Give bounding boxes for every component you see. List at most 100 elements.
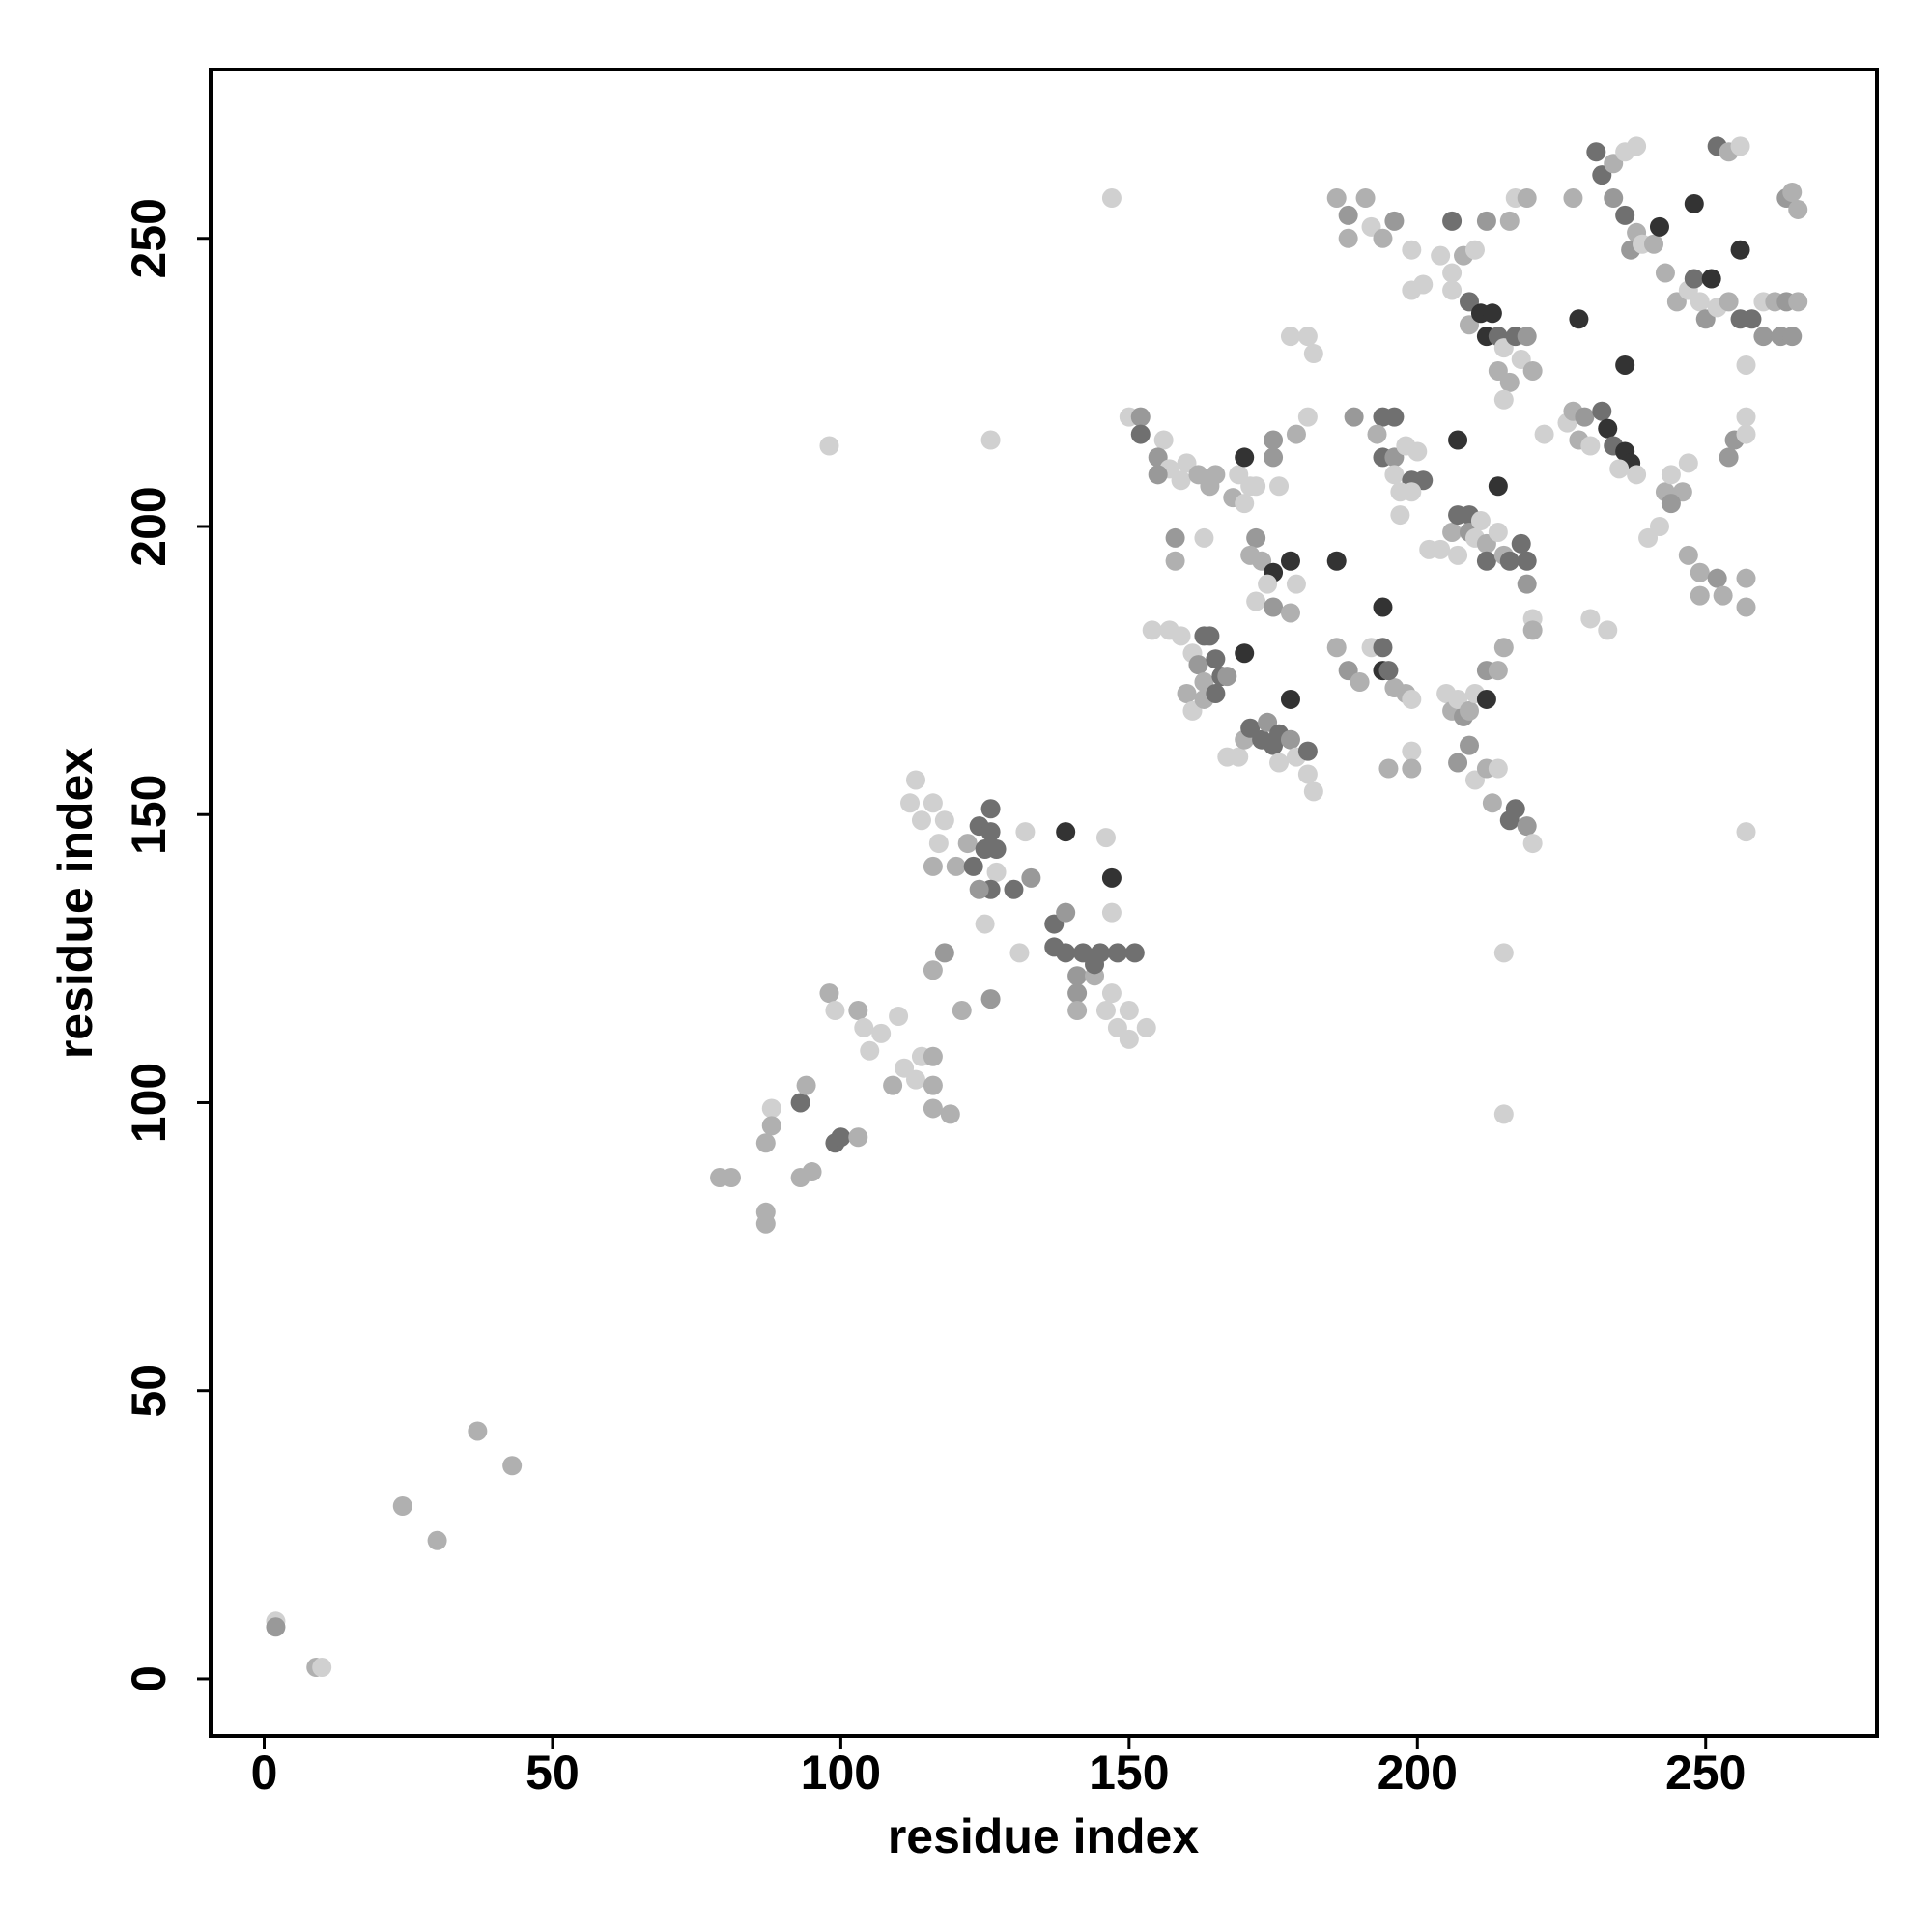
data-point [1488, 758, 1508, 779]
data-point [1235, 447, 1255, 468]
data-point [392, 1496, 412, 1517]
data-point [1482, 303, 1502, 324]
data-point [1004, 879, 1024, 899]
data-point [1056, 943, 1076, 963]
data-point [1067, 966, 1088, 986]
data-point [854, 1017, 874, 1037]
data-point [1280, 689, 1300, 709]
data-point [900, 793, 921, 813]
data-point [1107, 943, 1127, 963]
data-point [1264, 597, 1284, 617]
data-point [980, 989, 1001, 1009]
data-point [468, 1421, 488, 1441]
y-tick-label: 250 [122, 198, 176, 278]
data-point [1264, 430, 1284, 450]
data-point [1517, 816, 1537, 837]
data-point [946, 856, 966, 876]
data-point [957, 834, 978, 854]
data-point [1609, 459, 1630, 479]
data-point [1488, 476, 1508, 497]
data-point [1246, 591, 1266, 611]
data-point [1736, 597, 1756, 617]
data-point [923, 793, 943, 813]
data-point [1067, 1001, 1088, 1021]
data-point [1297, 741, 1318, 761]
data-point [1303, 344, 1323, 364]
data-point [1464, 240, 1485, 260]
data-point [1448, 753, 1468, 773]
data-point [1338, 228, 1358, 248]
data-point [1124, 943, 1145, 963]
data-point [1367, 424, 1387, 444]
data-point [1119, 1029, 1139, 1049]
data-point [1280, 327, 1300, 347]
data-point [1615, 355, 1635, 375]
data-point [427, 1530, 447, 1550]
data-point [1569, 309, 1589, 329]
data-point [1067, 983, 1088, 1004]
data-point [1442, 211, 1463, 231]
data-point [905, 1069, 925, 1090]
data-point [923, 856, 943, 876]
data-point [1701, 269, 1721, 289]
data-point [1684, 193, 1704, 213]
data-point [1592, 401, 1612, 421]
x-tick-label: 100 [801, 1746, 881, 1800]
data-point [1655, 263, 1675, 283]
data-point [1297, 327, 1318, 347]
data-point [761, 1098, 781, 1119]
data-point [928, 834, 949, 854]
data-point [1056, 822, 1076, 842]
data-point [1517, 551, 1537, 571]
data-point [1286, 574, 1306, 594]
data-point [871, 1023, 892, 1043]
data-point [1493, 638, 1514, 658]
data-point [980, 822, 1001, 842]
data-point [1678, 545, 1698, 565]
data-point [1736, 568, 1756, 588]
data-point [761, 1116, 781, 1136]
data-point [1476, 551, 1496, 571]
data-point [1586, 142, 1606, 162]
data-point [1402, 758, 1422, 779]
data-point [1258, 574, 1278, 594]
data-point [1470, 511, 1491, 531]
data-point [975, 914, 995, 934]
x-axis-title: residue index [888, 1809, 1200, 1863]
data-point [1326, 188, 1347, 209]
data-point [1165, 527, 1185, 548]
data-point [1373, 638, 1393, 658]
data-point [1246, 476, 1266, 497]
data-point [755, 1133, 776, 1153]
data-point [1101, 867, 1122, 888]
data-point [1522, 360, 1543, 381]
data-point [1563, 188, 1583, 209]
data-point [848, 1001, 868, 1021]
data-point [1297, 407, 1318, 427]
data-point [889, 1007, 909, 1027]
data-point [1206, 465, 1226, 485]
data-point [1280, 603, 1300, 623]
data-point [1303, 781, 1323, 802]
data-point [796, 1075, 816, 1095]
data-point [1171, 470, 1191, 491]
data-point [963, 856, 983, 876]
data-point [1493, 389, 1514, 410]
data-point [1235, 643, 1255, 664]
data-point [1130, 424, 1151, 444]
data-point [1460, 735, 1480, 755]
y-tick-label: 100 [122, 1063, 176, 1143]
data-point [1194, 527, 1214, 548]
data-point [1448, 545, 1468, 565]
data-point [1511, 533, 1531, 554]
data-point [1431, 245, 1451, 266]
data-point [1378, 661, 1399, 681]
data-point [1384, 211, 1405, 231]
data-point [860, 1040, 880, 1061]
data-point [1736, 424, 1756, 444]
data-point [1326, 551, 1347, 571]
data-point [1015, 822, 1036, 842]
data-point [1442, 280, 1463, 300]
data-point [1009, 943, 1030, 963]
data-point [1730, 136, 1750, 156]
